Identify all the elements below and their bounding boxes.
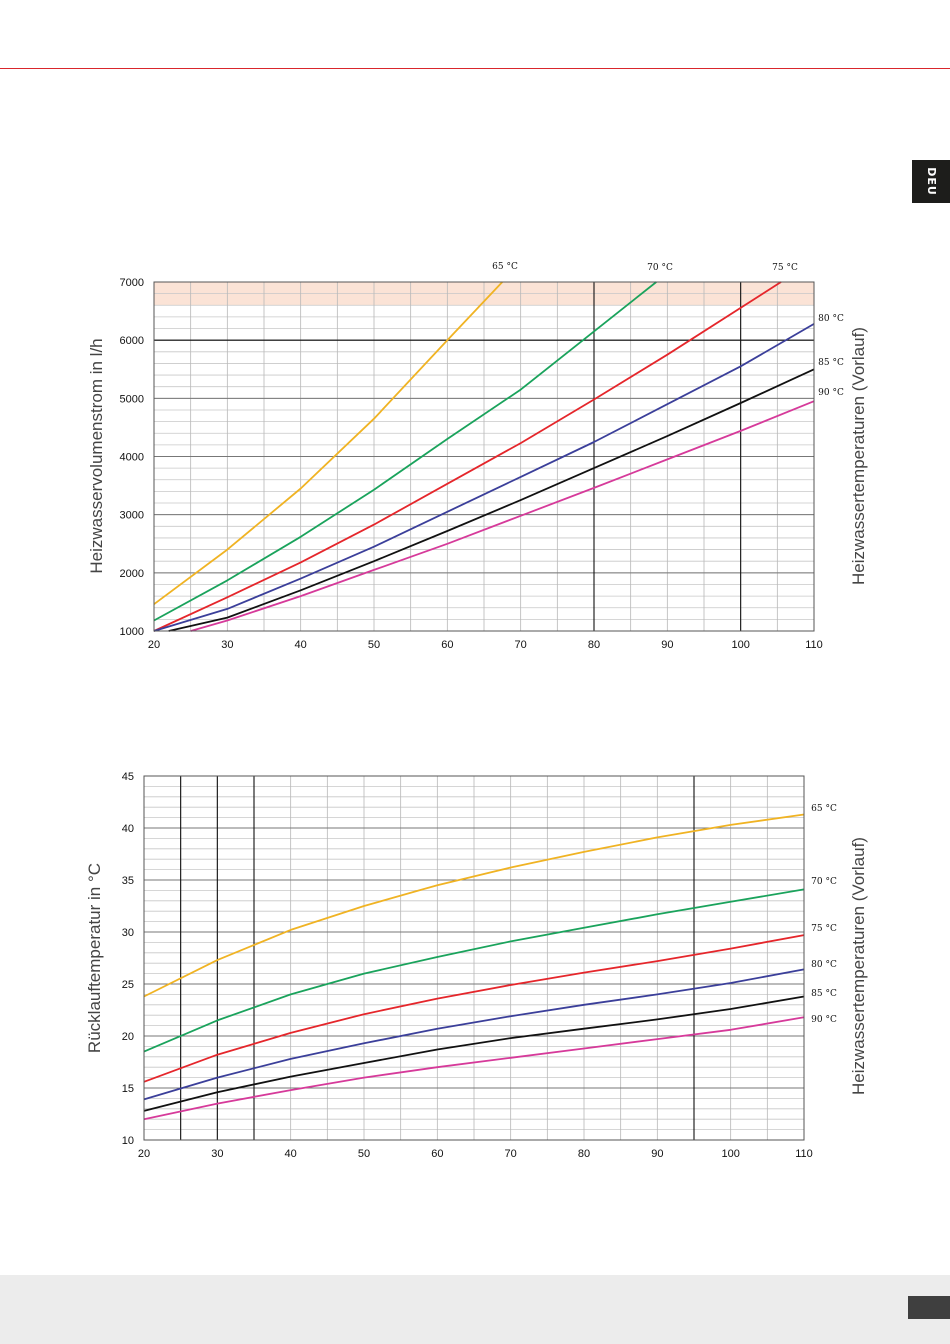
series-label-85: 85 °C [818,358,844,368]
x-tick-label: 80 [588,639,600,651]
x-tick-label: 20 [138,1148,150,1160]
x-tick-label: 100 [731,639,749,651]
y-axis-title: Rücklauftemperatur in °C [85,863,104,1053]
x-tick-label: 20 [148,639,160,651]
series-label-65: 65 °C [811,804,837,814]
x-tick-label: 60 [431,1148,443,1160]
language-tab-label: DEU [924,167,938,196]
series-label-70: 70 °C [811,877,837,887]
series-label-80: 80 °C [818,314,844,324]
series-line-75 [153,281,782,632]
language-tab[interactable]: DEU [912,160,950,203]
y-tick-label: 40 [122,823,134,835]
y-tick-label: 15 [122,1083,134,1095]
right-axis-title: Heizwassertemperaturen (Vorlauf) [849,327,868,585]
series-line-65 [153,281,503,605]
series-line-90 [190,400,815,632]
x-tick-label: 110 [795,1148,813,1160]
x-tick-label: 50 [368,639,380,651]
series-line-80 [143,968,805,1101]
series-line-70 [153,281,657,622]
y-tick-label: 4000 [120,452,144,464]
series-label-90: 90 °C [811,1015,837,1025]
x-tick-label: 40 [285,1148,297,1160]
y-tick-label: 7000 [120,277,144,289]
series-label-90: 90 °C [818,388,844,398]
x-tick-label: 70 [515,639,527,651]
y-tick-label: 6000 [120,335,144,347]
y-tick-label: 3000 [120,510,144,522]
plot-frame [143,775,805,1141]
y-tick-label: 10 [122,1135,134,1147]
series-label-75: 75 °C [772,263,798,273]
series-line-70 [143,888,805,1053]
series-label-85: 85 °C [811,989,837,999]
right-axis-title: Heizwassertemperaturen (Vorlauf) [849,837,868,1095]
x-tick-label: 70 [505,1148,517,1160]
series-label-70: 70 °C [647,263,673,273]
top-rule [0,68,950,69]
x-tick-label: 110 [805,639,823,651]
series-line-85 [143,995,805,1112]
series-line-85 [168,368,815,632]
page-footer [0,1275,950,1344]
x-tick-label: 100 [721,1148,739,1160]
x-tick-label: 40 [295,639,307,651]
plot-frame [153,281,815,632]
y-tick-label: 20 [122,1031,134,1043]
y-tick-label: 1000 [120,626,144,638]
y-tick-label: 25 [122,979,134,991]
return-temperature-chart: 20 30 40 50 60 70 80 90 100 110 10 15 20 25 30 35 40 45 65… [85,771,868,1160]
series-label-75: 75 °C [811,924,837,934]
x-tick-label: 80 [578,1148,590,1160]
x-tick-label: 50 [358,1148,370,1160]
page-number-tab [908,1296,950,1319]
y-tick-label: 45 [122,771,134,783]
flow-rate-chart: 20 30 40 50 60 70 80 90 100 110 1000 2000 3000 4000 50… [87,262,868,651]
x-tick-label: 90 [661,639,673,651]
y-tick-label: 2000 [120,568,144,580]
y-axis-title: Heizwasservolumenstrom in l/h [87,338,106,573]
x-tick-label: 90 [651,1148,663,1160]
series-label-80: 80 °C [811,960,837,970]
series-line-90 [143,1016,805,1121]
x-tick-label: 30 [221,639,233,651]
x-tick-label: 60 [441,639,453,651]
y-tick-label: 35 [122,875,134,887]
y-tick-label: 5000 [120,393,144,405]
series-label-65: 65 °C [492,262,518,272]
x-tick-label: 30 [211,1148,223,1160]
y-tick-label: 30 [122,927,134,939]
series-line-80 [153,323,815,632]
series-line-65 [143,813,805,998]
series-line-75 [143,934,805,1083]
